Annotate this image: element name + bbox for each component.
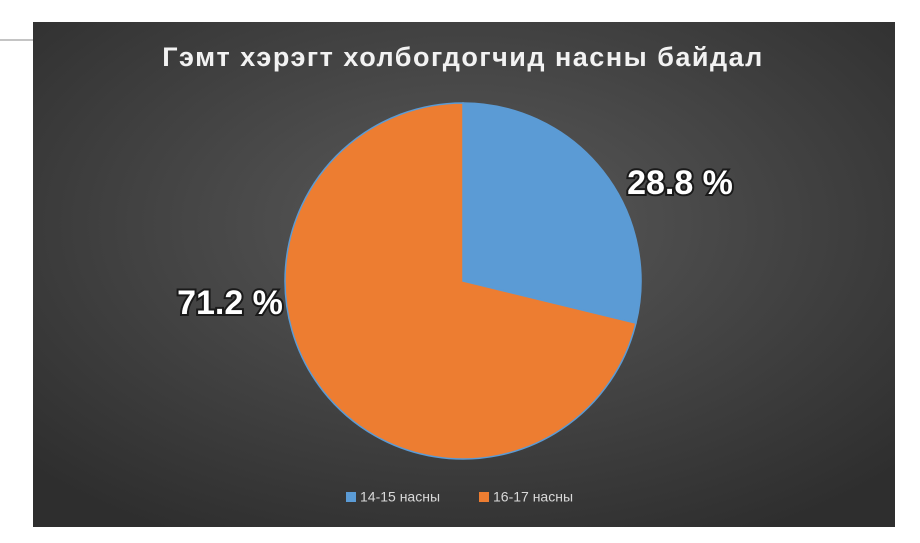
legend-label: 14-15 насны	[360, 489, 440, 505]
legend-label: 16-17 насны	[493, 489, 573, 505]
chart-title: Гэмт хэрэгт холбогдогчид насны байдал	[162, 42, 764, 72]
pie-slice	[462, 102, 642, 325]
data-label: 71.2 %	[177, 284, 283, 322]
data-label: 28.8 %	[627, 164, 733, 202]
legend-swatch	[346, 492, 356, 502]
pie-slice	[284, 102, 637, 460]
legend-swatch	[479, 492, 489, 502]
